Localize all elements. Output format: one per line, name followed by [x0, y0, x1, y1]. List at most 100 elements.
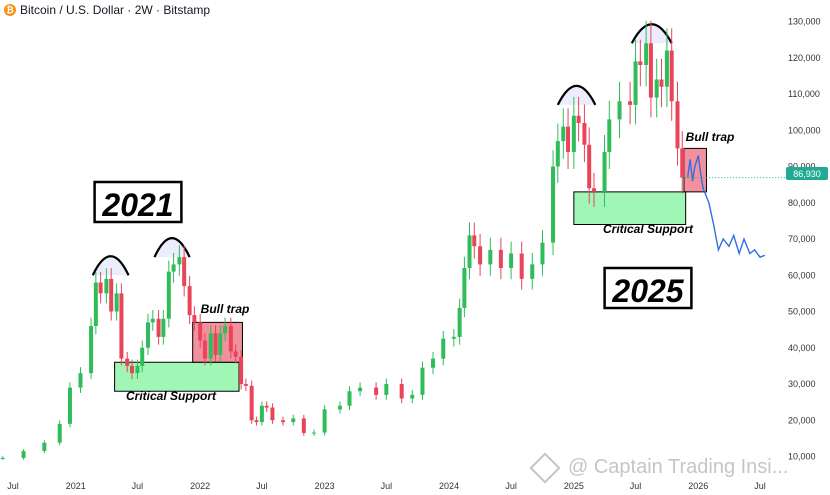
x-tick-label: Jul	[256, 481, 268, 491]
candle-body	[301, 418, 306, 433]
candle-body	[576, 115, 581, 123]
candle-body	[67, 387, 72, 424]
year-label-2025-box	[603, 266, 693, 310]
y-tick-label: 110,000	[788, 89, 820, 99]
candle-body	[441, 338, 446, 359]
candle-body	[644, 43, 649, 65]
candle-body	[451, 336, 456, 339]
candle-body	[347, 391, 352, 406]
candle-body	[648, 43, 653, 98]
x-tick-label: 2023	[315, 481, 335, 491]
candle-body	[114, 293, 119, 312]
candle-body	[259, 405, 264, 423]
y-tick-label: 30,000	[788, 379, 816, 389]
candle-body	[89, 326, 94, 374]
candle-body	[467, 235, 472, 268]
candle-body	[161, 318, 166, 337]
candle-body	[98, 282, 103, 294]
candle-body	[166, 271, 171, 319]
candle-body	[239, 356, 244, 384]
chart-title: Bitcoin / U.S. Dollar · 2W · Bitstamp	[20, 3, 211, 17]
x-tick-label: Jul	[7, 481, 19, 491]
candle-body	[187, 286, 192, 316]
top-arc	[556, 85, 597, 106]
y-tick-label: 90,000	[788, 162, 816, 172]
candle-body	[654, 79, 659, 98]
candle-body	[519, 253, 524, 279]
candle-body	[146, 322, 151, 348]
bull-trap-label-2025: Bull trap	[686, 130, 735, 144]
bull-trap-label-2021: Bull trap	[201, 302, 250, 316]
candle-body	[420, 367, 425, 395]
candle-body	[582, 123, 587, 145]
candle-body	[431, 358, 436, 368]
candle-body	[0, 457, 5, 459]
candle-body	[129, 365, 134, 374]
candle-body	[198, 322, 203, 341]
candle-body	[223, 326, 228, 334]
candle-body	[509, 253, 514, 268]
candle-body	[156, 318, 161, 337]
candle-body	[119, 293, 124, 359]
y-tick-label: 70,000	[788, 234, 816, 244]
candle-body	[182, 257, 187, 287]
candle-body	[135, 365, 140, 374]
candle-body	[78, 373, 83, 388]
candle-body	[669, 50, 674, 102]
x-tick-label: Jul	[754, 481, 766, 491]
candle-body	[243, 384, 248, 386]
watermark-text: @ Captain Trading Insi...	[568, 456, 789, 478]
candle-body	[638, 61, 643, 65]
candle-body	[57, 423, 62, 443]
candle-body	[202, 340, 207, 359]
top-arc	[91, 255, 130, 276]
candle-body	[254, 420, 259, 423]
y-tick-label: 10,000	[788, 452, 816, 462]
year-label-2025: 2025	[611, 273, 684, 309]
candle-body	[109, 278, 114, 312]
x-tick-label: Jul	[505, 481, 517, 491]
candle-body	[488, 249, 493, 265]
top-arc	[630, 23, 673, 44]
candle-body	[281, 420, 286, 423]
candle-body	[21, 451, 26, 458]
year-label-2021: 2021	[101, 187, 173, 223]
candle-body	[410, 394, 415, 399]
candle-body	[140, 347, 145, 366]
candle-body	[218, 333, 223, 355]
candle-body	[675, 101, 680, 149]
support-zone-2025	[573, 191, 687, 225]
candle-body	[264, 405, 269, 408]
candle-body	[462, 268, 467, 308]
y-tick-label: 20,000	[788, 415, 816, 425]
candle-body	[270, 407, 275, 421]
x-tick-label: 2021	[66, 481, 86, 491]
candle-body	[472, 235, 477, 247]
candle-body	[150, 318, 155, 323]
y-tick-label: 130,000	[788, 17, 821, 27]
support-label-2021: Critical Support	[126, 389, 217, 403]
candle-body	[42, 442, 47, 452]
candle-body	[498, 249, 503, 268]
candle-body	[478, 246, 483, 265]
x-tick-label: 2022	[190, 481, 210, 491]
candle-body	[551, 166, 556, 243]
x-tick-label: Jul	[630, 481, 642, 491]
year-label-2021-box	[93, 180, 183, 224]
candle-body	[177, 257, 182, 265]
candle-body	[125, 358, 130, 366]
candle-body	[384, 384, 389, 395]
candle-body	[337, 405, 342, 410]
candle-body	[208, 333, 213, 359]
candle-body	[561, 126, 566, 142]
candle-body	[659, 79, 664, 87]
y-tick-label: 80,000	[788, 198, 816, 208]
candle-body	[633, 61, 638, 105]
x-tick-label: 2025	[564, 481, 584, 491]
candle-body	[664, 50, 669, 87]
candle-body	[171, 264, 176, 272]
candle-body	[540, 242, 545, 265]
last-price-label: 86,930	[786, 167, 828, 180]
x-tick-label: 2024	[439, 481, 459, 491]
